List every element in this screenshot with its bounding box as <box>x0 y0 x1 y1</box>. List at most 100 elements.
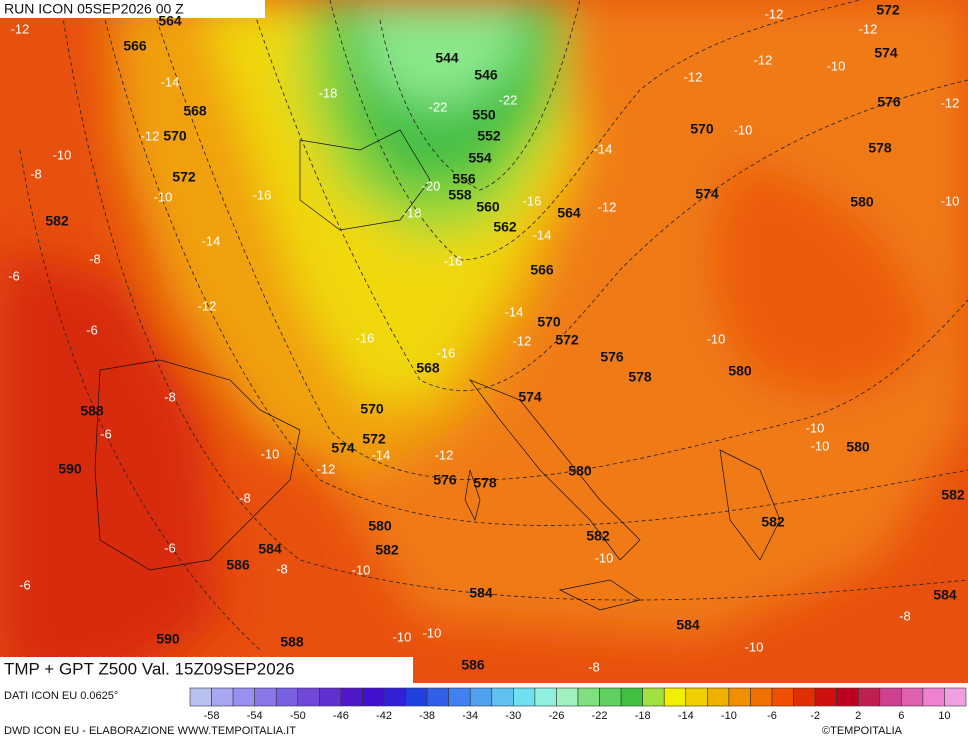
geopotential-label: 572 <box>172 169 196 185</box>
temperature-label: -16 <box>523 193 542 208</box>
colorbar-swatch <box>944 687 967 707</box>
geopotential-label: 550 <box>472 107 496 123</box>
temperature-label: -8 <box>276 561 288 576</box>
colorbar-swatch <box>922 687 945 707</box>
geopotential-label: 584 <box>258 541 282 557</box>
temperature-label: -10 <box>806 420 825 435</box>
temperature-label: -12 <box>684 69 703 84</box>
colorbar-tick-label: 10 <box>938 710 950 722</box>
map-field <box>0 0 968 683</box>
temperature-label: -14 <box>594 141 613 156</box>
run-label: RUN ICON 05SEP2026 00 Z <box>4 1 184 17</box>
temperature-label: -6 <box>100 426 112 441</box>
copyright: ©TEMPOITALIA <box>822 725 903 737</box>
temperature-label: -12 <box>754 52 773 67</box>
run-box <box>0 0 265 18</box>
temperature-label: -16 <box>356 330 375 345</box>
product-box <box>0 657 413 683</box>
temperature-label: -10 <box>154 189 173 204</box>
temperature-label: -22 <box>499 92 518 107</box>
colorbar-tick-label: -34 <box>462 710 478 722</box>
temperature-label: -10 <box>53 147 72 162</box>
geopotential-label: 580 <box>846 439 870 455</box>
geopotential-label: 568 <box>183 103 207 119</box>
geopotential-label: 574 <box>874 45 898 61</box>
colorbar-tick-label: -50 <box>290 710 306 722</box>
geopotential-label: 588 <box>280 634 304 650</box>
colorbar-tick-label: -46 <box>333 710 349 722</box>
colorbar-swatch <box>319 687 342 707</box>
colorbar-swatch <box>642 687 665 707</box>
geopotential-label: 576 <box>877 94 901 110</box>
temperature-label: -16 <box>253 187 272 202</box>
colorbar-tick-label: -6 <box>767 710 777 722</box>
temperature-label: -14 <box>372 447 391 462</box>
colorbar-swatch <box>491 687 514 707</box>
geopotential-label: 574 <box>695 186 719 202</box>
geopotential-label: 584 <box>676 617 700 633</box>
temperature-label: -10 <box>595 550 614 565</box>
geopotential-label: 582 <box>761 514 785 530</box>
map-labels: 564 566 568 570 572 582 588 590 590 588 586 584 580 5… <box>8 2 965 675</box>
geopotential-label: 566 <box>530 262 554 278</box>
geopotential-label: 556 <box>452 171 476 187</box>
geopotential-label: 566 <box>123 38 147 54</box>
geopotential-label: 590 <box>58 461 82 477</box>
colorbar-swatch <box>189 687 212 707</box>
colorbar-tick-label: -14 <box>678 710 694 722</box>
temperature-label: -12 <box>141 128 160 143</box>
colorbar-swatch <box>297 687 320 707</box>
temperature-label: -8 <box>30 166 42 181</box>
geopotential-label: 580 <box>568 463 592 479</box>
temperature-label: -10 <box>941 193 960 208</box>
geopotential-label: 572 <box>876 2 900 18</box>
geopotential-label: 574 <box>331 440 355 456</box>
temperature-label: -6 <box>19 577 31 592</box>
colorbar-swatch <box>685 687 708 707</box>
colorbar-swatch <box>599 687 622 707</box>
temperature-label: -8 <box>239 490 251 505</box>
temperature-label: -10 <box>811 438 830 453</box>
colorbar-swatch <box>814 687 837 707</box>
colorbar-swatch <box>405 687 428 707</box>
colorbar-swatch <box>362 687 385 707</box>
colorbar-tick-label: -30 <box>505 710 521 722</box>
colorbar-swatch <box>857 687 881 707</box>
geopotential-label: 582 <box>941 487 965 503</box>
temperature-label: -12 <box>11 21 30 36</box>
colorbar-swatch <box>750 687 773 707</box>
colorbar-tick-label: -42 <box>376 710 392 722</box>
temperature-label: -8 <box>89 251 101 266</box>
temperature-label: -6 <box>8 268 20 283</box>
colorbar-swatch <box>426 687 449 707</box>
geopotential-label: 572 <box>362 431 386 447</box>
temperature-label: -14 <box>161 74 180 89</box>
geopotential-label: 572 <box>555 332 579 348</box>
colorbar-swatch <box>663 687 687 707</box>
temperature-label: -12 <box>941 95 960 110</box>
geopotential-label: 546 <box>474 67 498 83</box>
geopotential-label: 586 <box>461 657 485 673</box>
geopotential-label: 580 <box>368 518 392 534</box>
geopotential-label: 586 <box>226 557 250 573</box>
geopotential-label: 554 <box>468 150 492 166</box>
temperature-label: -12 <box>435 447 454 462</box>
geopotential-label: 570 <box>360 401 384 417</box>
data-source: DATI ICON EU 0.0625° <box>4 690 118 702</box>
temperature-label: -14 <box>505 304 524 319</box>
temperature-label: -6 <box>86 322 98 337</box>
geopotential-label: 580 <box>850 194 874 210</box>
temperature-label: -10 <box>393 629 412 644</box>
colorbar-swatch <box>340 687 363 707</box>
colorbar-tick-label: 2 <box>855 710 861 722</box>
geopotential-label: 578 <box>628 369 652 385</box>
geopotential-label: 582 <box>586 528 610 544</box>
geopotential-label: 544 <box>435 50 459 66</box>
temperature-label: -20 <box>422 178 441 193</box>
temperature-label: -10 <box>423 625 442 640</box>
geopotential-label: 574 <box>518 389 542 405</box>
colorbar-swatch <box>556 687 579 707</box>
colorbar-swatch <box>879 687 902 707</box>
geopotential-label: 584 <box>933 587 957 603</box>
colorbar-swatch <box>448 687 471 707</box>
